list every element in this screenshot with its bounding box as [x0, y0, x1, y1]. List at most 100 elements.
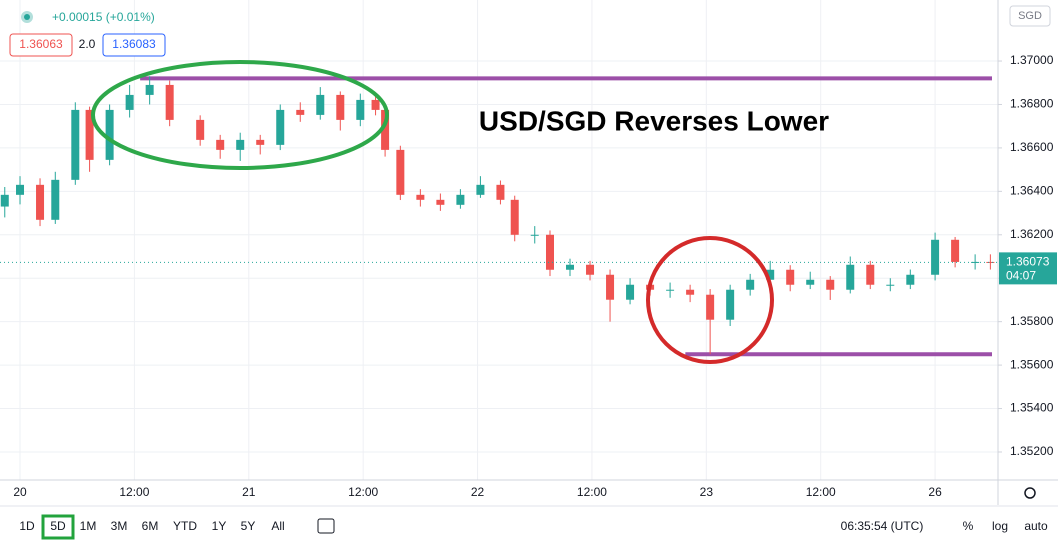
currency-box[interactable] [1009, 5, 1051, 27]
candle-body [986, 261, 995, 263]
candle-body [436, 199, 445, 205]
x-tick-label: 26 [928, 485, 942, 499]
x-tick-label: 22 [471, 485, 485, 499]
bid: 1.36063 [19, 37, 63, 51]
candle-body [105, 109, 114, 160]
change: +0.00015 (+0.01%) [52, 10, 155, 24]
candle-body [846, 264, 855, 290]
spread: 2.0 [79, 37, 96, 51]
candle-body [786, 269, 795, 285]
ask-box[interactable] [102, 33, 166, 57]
y-tick-label: 1.35200 [1010, 444, 1054, 458]
countdown: 04:07 [1006, 269, 1036, 283]
candle-body [71, 109, 80, 180]
selected-range-box [41, 514, 75, 540]
candle-body [165, 84, 174, 120]
candle-body [236, 139, 245, 150]
x-tick-label: 12:00 [119, 485, 149, 499]
candle-body [971, 261, 980, 263]
last-price: 1.36073 [1006, 255, 1050, 269]
candle-body [456, 194, 465, 205]
candle-body [256, 139, 265, 145]
range-button[interactable]: 1D [19, 519, 35, 533]
range-button[interactable]: 6M [142, 519, 159, 533]
y-tick-label: 1.36800 [1010, 97, 1054, 111]
x-tick-label: 21 [242, 485, 256, 499]
candle-body [371, 99, 380, 110]
candle-body [381, 109, 390, 150]
x-tick-label: 12:00 [577, 485, 607, 499]
candle-body [726, 289, 735, 320]
candle-body [806, 279, 815, 285]
range-button[interactable]: All [271, 519, 284, 533]
candle-body [316, 94, 325, 115]
candle-body [626, 284, 635, 300]
range-button[interactable]: 1M [80, 519, 97, 533]
scale-option[interactable]: auto [1024, 519, 1048, 533]
y-tick-label: 1.37000 [1010, 53, 1054, 67]
highlight-circle [646, 236, 774, 364]
candle-body [0, 194, 9, 207]
candle-body [866, 264, 875, 285]
candle-body [766, 269, 775, 280]
x-tick-label: 12:00 [348, 485, 378, 499]
candle-body [951, 239, 960, 262]
highlight-ellipse [91, 60, 389, 170]
currency: SGD [1018, 10, 1042, 22]
candle-body [145, 84, 154, 95]
candle-body [336, 94, 345, 120]
x-tick-label: 23 [700, 485, 714, 499]
candle-body [906, 274, 915, 285]
x-tick-label: 20 [13, 485, 27, 499]
candle-body [296, 109, 305, 115]
candle-body [566, 264, 575, 270]
candle-body [396, 149, 405, 195]
candle-body [886, 284, 895, 286]
candle-body [416, 194, 425, 200]
candle-body [36, 184, 45, 220]
candle-body [356, 99, 365, 120]
x-tick-label: 12:00 [806, 485, 836, 499]
candle-body [496, 184, 505, 200]
candle-body [510, 199, 519, 235]
candle-body [276, 109, 285, 145]
range-button[interactable]: YTD [173, 519, 197, 533]
candle-body [125, 94, 134, 110]
candle-body [51, 179, 60, 220]
scale-option[interactable]: log [992, 519, 1008, 533]
bid-box[interactable] [9, 33, 73, 57]
range-button[interactable]: 5D [50, 519, 66, 533]
range-button[interactable]: 1Y [212, 519, 227, 533]
scale-option[interactable]: % [963, 519, 974, 533]
candle-body [85, 109, 94, 160]
range-button[interactable]: 3M [111, 519, 128, 533]
clock: 06:35:54 (UTC) [841, 519, 924, 533]
candle-body [476, 184, 485, 195]
candle-body [686, 289, 695, 295]
candle-body [706, 294, 715, 320]
candle-body [826, 279, 835, 290]
candle-body [545, 234, 554, 270]
y-tick-label: 1.36600 [1010, 140, 1054, 154]
y-tick-label: 1.35800 [1010, 314, 1054, 328]
candle-body [931, 239, 940, 275]
candle-body [606, 274, 615, 300]
candle-body [16, 184, 25, 195]
y-tick-label: 1.36400 [1010, 184, 1054, 198]
candle-body [586, 264, 595, 275]
y-tick-label: 1.35400 [1010, 401, 1054, 415]
status-dot [24, 14, 30, 20]
candle-body [216, 139, 225, 150]
candle-body [746, 279, 755, 290]
candle-body [196, 119, 205, 140]
compare-icon[interactable] [317, 518, 335, 534]
y-tick-label: 1.35600 [1010, 357, 1054, 371]
last-price-box [999, 252, 1057, 285]
ask: 1.36083 [112, 37, 156, 51]
range-button[interactable]: 5Y [241, 519, 256, 533]
settings-icon[interactable] [1024, 487, 1036, 499]
y-tick-label: 1.36200 [1010, 227, 1054, 241]
annotation-title: USD/SGD Reverses Lower [479, 105, 829, 136]
